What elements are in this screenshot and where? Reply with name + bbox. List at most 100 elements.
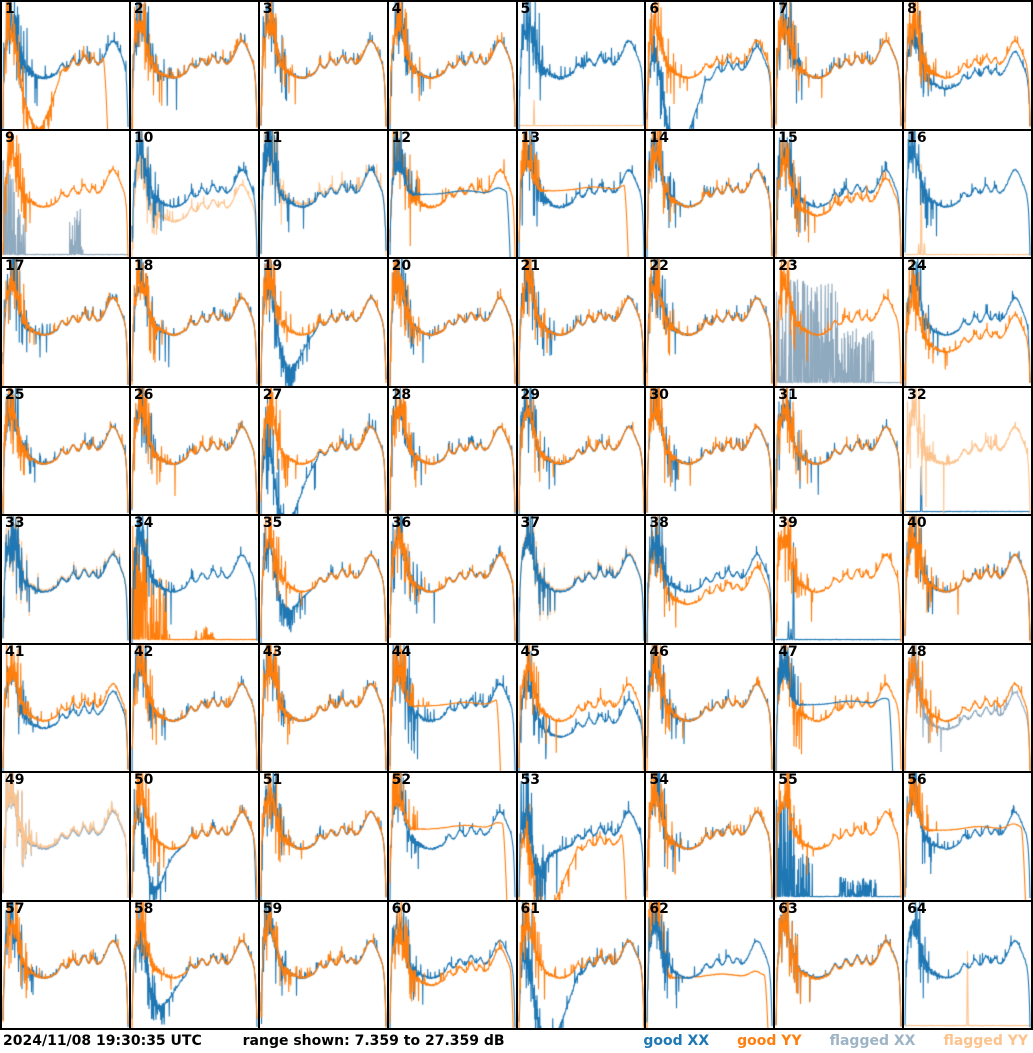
antenna-panel: 2: [130, 2, 258, 129]
spectrum-plot: [904, 259, 1031, 386]
antenna-panel: 38: [646, 516, 774, 643]
antenna-panel: 58: [130, 901, 258, 1028]
antenna-panel: 30: [646, 387, 774, 514]
spectrum-plot: [646, 773, 774, 900]
antenna-panel: 31: [775, 387, 903, 514]
spectrum-plot: [775, 773, 903, 900]
spectrum-plot: [904, 387, 1031, 514]
spectrum-plot: [517, 516, 645, 643]
spectrum-plot: [2, 644, 129, 771]
spectrum-plot: [775, 387, 903, 514]
spectrum-plot: [646, 2, 774, 129]
spectrum-plot: [130, 387, 258, 514]
antenna-panel: 35: [259, 516, 387, 643]
antenna-panel: 57: [2, 901, 129, 1028]
antenna-panel: 3: [259, 2, 387, 129]
antenna-panel: 22: [646, 259, 774, 386]
antenna-panel: 20: [388, 259, 516, 386]
antenna-panel: 47: [775, 644, 903, 771]
spectrum-plot: [517, 773, 645, 900]
antenna-panel: 5: [517, 2, 645, 129]
status-text-group: 2024/11/08 19:30:35 UTC range shown: 7.3…: [3, 1033, 505, 1049]
antenna-panel: 48: [904, 644, 1031, 771]
spectrum-plot: [517, 644, 645, 771]
antenna-panel: 9: [2, 130, 129, 257]
spectrum-plot: [646, 516, 774, 643]
spectrum-plot: [517, 387, 645, 514]
antenna-panel: 61: [517, 901, 645, 1028]
antenna-panel: 23: [775, 259, 903, 386]
spectrum-plot: [775, 259, 903, 386]
spectrum-plot: [646, 901, 774, 1028]
spectrum-plot: [388, 644, 516, 771]
antenna-panel: 13: [517, 130, 645, 257]
spectrum-plot: [904, 773, 1031, 900]
spectrum-plot: [388, 901, 516, 1028]
range-label: range shown: 7.359 to 27.359 dB: [242, 1032, 505, 1049]
antenna-panel: 60: [388, 901, 516, 1028]
spectrum-plot: [388, 130, 516, 257]
antenna-panel: 34: [130, 516, 258, 643]
antenna-panel: 19: [259, 259, 387, 386]
antenna-panel: 42: [130, 644, 258, 771]
antenna-panel: 62: [646, 901, 774, 1028]
antenna-panel: 53: [517, 773, 645, 900]
status-bar: 2024/11/08 19:30:35 UTC range shown: 7.3…: [0, 1030, 1033, 1053]
spectrum-plot: [517, 901, 645, 1028]
antenna-panel: 11: [259, 130, 387, 257]
antenna-panel: 4: [388, 2, 516, 129]
spectrum-plot: [775, 901, 903, 1028]
spectrum-plot: [388, 387, 516, 514]
antenna-panel: 32: [904, 387, 1031, 514]
spectra-grid: 1 2 3 4 5 6 7 8 9 10 11: [0, 0, 1033, 1030]
spectrum-plot: [904, 2, 1031, 129]
spectrum-plot: [775, 644, 903, 771]
antenna-panel: 41: [2, 644, 129, 771]
spectrum-plot: [775, 2, 903, 129]
spectrum-plot: [904, 516, 1031, 643]
antenna-panel: 43: [259, 644, 387, 771]
spectrum-plot: [388, 2, 516, 129]
antenna-panel: 6: [646, 2, 774, 129]
spectrum-plot: [259, 130, 387, 257]
spectrum-plot: [517, 259, 645, 386]
antenna-panel: 21: [517, 259, 645, 386]
antenna-panel: 33: [2, 516, 129, 643]
spectrum-plot: [259, 259, 387, 386]
antenna-panel: 64: [904, 901, 1031, 1028]
spectrum-plot: [259, 901, 387, 1028]
spectrum-plot: [2, 259, 129, 386]
antenna-panel: 1: [2, 2, 129, 129]
legend-good-yy: good YY: [737, 1032, 802, 1049]
spectrum-plot: [904, 644, 1031, 771]
antenna-panel: 50: [130, 773, 258, 900]
spectrum-plot: [904, 901, 1031, 1028]
antenna-panel: 17: [2, 259, 129, 386]
spectrum-plot: [130, 516, 258, 643]
spectrum-plot: [775, 516, 903, 643]
spectrum-plot: [775, 130, 903, 257]
legend-good-xx: good XX: [643, 1032, 710, 1049]
spectrum-plot: [130, 644, 258, 771]
spectrum-plot: [259, 773, 387, 900]
antenna-panel: 28: [388, 387, 516, 514]
antenna-panel: 26: [130, 387, 258, 514]
antenna-panel: 55: [775, 773, 903, 900]
spectrum-plot: [646, 387, 774, 514]
antenna-panel: 54: [646, 773, 774, 900]
spectrum-plot: [2, 901, 129, 1028]
antenna-panel: 7: [775, 2, 903, 129]
spectrum-plot: [517, 130, 645, 257]
antenna-panel: 56: [904, 773, 1031, 900]
antenna-panel: 40: [904, 516, 1031, 643]
spectrum-plot: [130, 130, 258, 257]
spectrum-plot: [2, 130, 129, 257]
spectrum-plot: [646, 259, 774, 386]
legend: good XX good YY flagged XX flagged YY: [615, 1033, 1028, 1049]
spectrum-plot: [259, 644, 387, 771]
spectrum-plot: [388, 516, 516, 643]
spectrum-plot: [259, 516, 387, 643]
timestamp: 2024/11/08 19:30:35 UTC: [3, 1032, 202, 1049]
antenna-panel: 29: [517, 387, 645, 514]
